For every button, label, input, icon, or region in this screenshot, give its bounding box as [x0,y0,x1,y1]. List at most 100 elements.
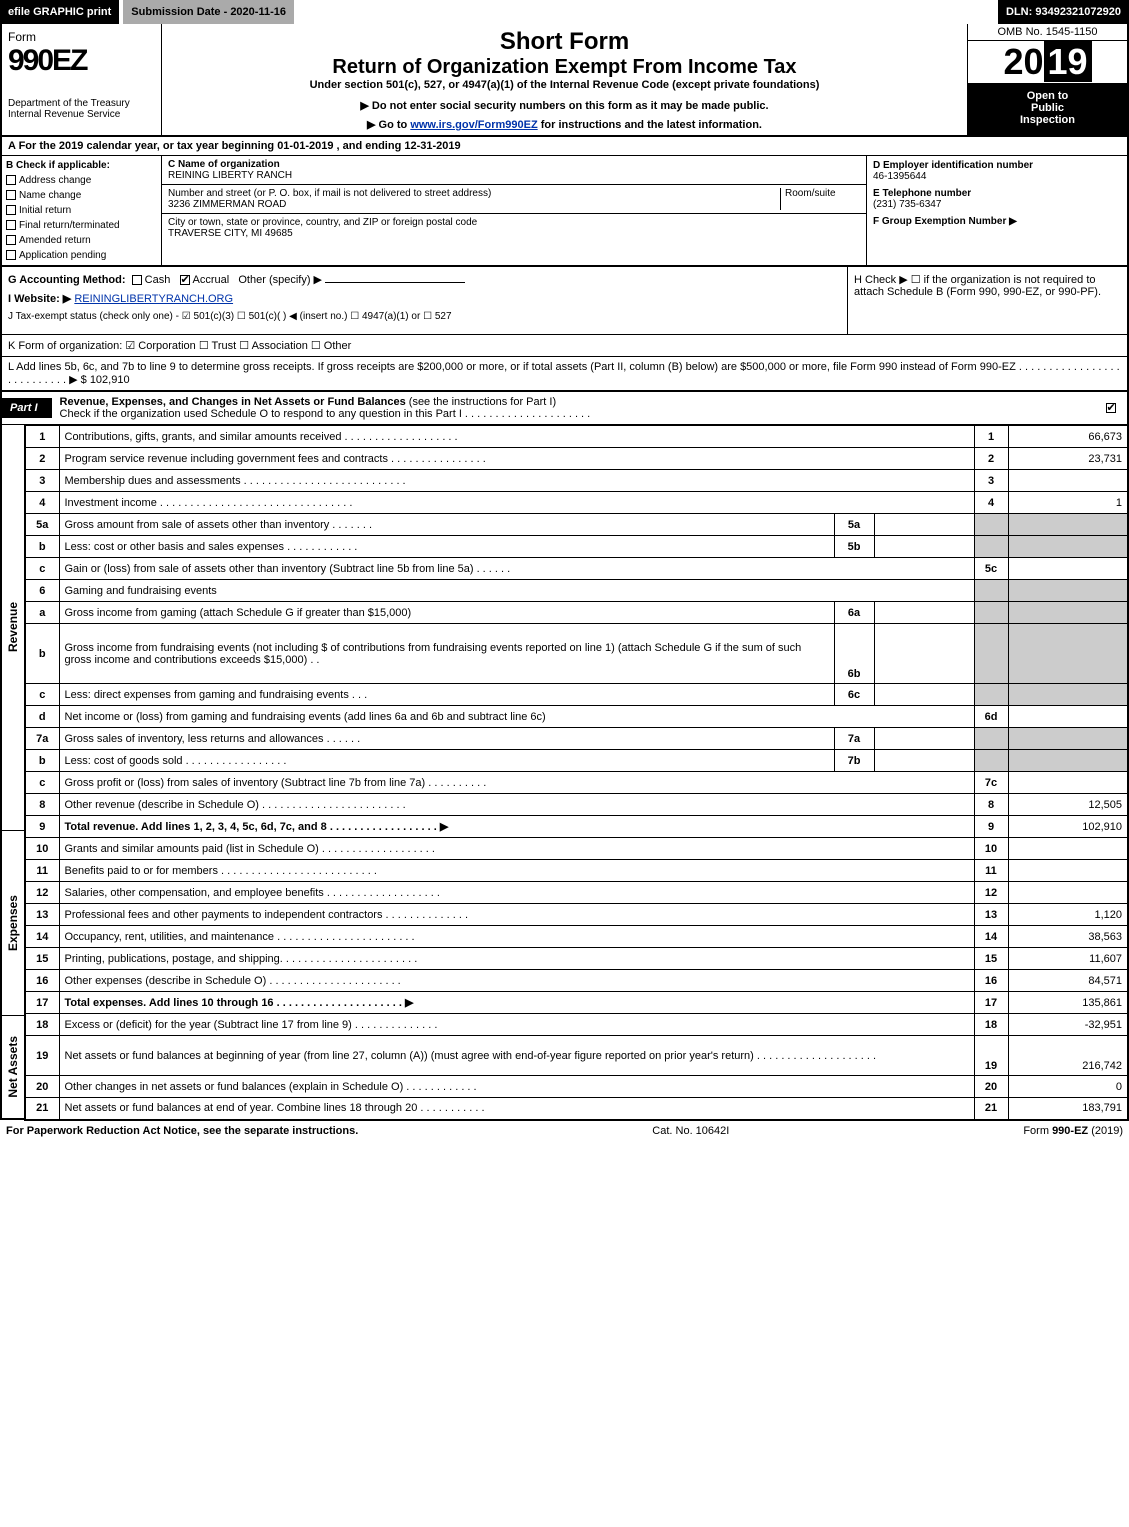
dept-text: Department of the Treasury [8,98,155,109]
inspect-1: Open to [972,90,1123,102]
return-title: Return of Organization Exempt From Incom… [170,56,959,79]
c-label: C Name of organization [168,159,280,170]
opt-name-change[interactable]: Name change [6,190,157,201]
city-label: City or town, state or province, country… [168,217,477,228]
inspect-2: Public [972,102,1123,114]
section-g: G Accounting Method: Cash Accrual Other … [8,273,841,286]
submission-date: Submission Date - 2020-11-16 [123,0,294,24]
side-revenue: Revenue [6,602,20,652]
table-row: 10Grants and similar amounts paid (list … [25,838,1128,860]
part1-table: 1Contributions, gifts, grants, and simil… [24,425,1129,1121]
table-row: bGross income from fundraising events (n… [25,624,1128,684]
opt-address-change[interactable]: Address change [6,175,157,186]
opt-final-return[interactable]: Final return/terminated [6,220,157,231]
ghij-block: G Accounting Method: Cash Accrual Other … [0,267,1129,335]
table-row: 19Net assets or fund balances at beginni… [25,1036,1128,1076]
irs-text: Internal Revenue Service [8,109,155,120]
section-b-header: B Check if applicable: [6,160,157,171]
table-row: 13Professional fees and other payments t… [25,904,1128,926]
opt-initial-return[interactable]: Initial return [6,205,157,216]
table-row: 20Other changes in net assets or fund ba… [25,1076,1128,1098]
irs-link[interactable]: www.irs.gov/Form990EZ [410,119,537,131]
year-20: 20 [1003,41,1043,82]
table-row: dNet income or (loss) from gaming and fu… [25,706,1128,728]
room-suite: Room/suite [780,188,860,210]
table-row: 12Salaries, other compensation, and empl… [25,882,1128,904]
website-link[interactable]: REININGLIBERTYRANCH.ORG [74,293,233,305]
table-row: cGross profit or (loss) from sales of in… [25,772,1128,794]
section-b: B Check if applicable: Address change Na… [2,156,162,265]
cat-no: Cat. No. 10642I [652,1125,729,1137]
header-left: Form 990EZ Department of the Treasury In… [2,24,162,135]
phone-value: (231) 735-6347 [873,199,941,210]
part1-title: Revenue, Expenses, and Changes in Net As… [52,392,1097,424]
section-k: K Form of organization: ☑ Corporation ☐ … [2,335,1127,357]
table-row: 15Printing, publications, postage, and s… [25,948,1128,970]
form-ref: Form 990-EZ (2019) [1023,1125,1123,1137]
table-row: 6Gaming and fundraising events [25,580,1128,602]
table-row: 9Total revenue. Add lines 1, 2, 3, 4, 5c… [25,816,1128,838]
section-c: C Name of organization REINING LIBERTY R… [162,156,867,265]
section-j: J Tax-exempt status (check only one) - ☑… [8,311,841,322]
opt-app-pending[interactable]: Application pending [6,250,157,261]
org-name: REINING LIBERTY RANCH [168,170,292,181]
inspect-3: Inspection [972,114,1123,126]
go-to-link-line: ▶ Go to www.irs.gov/Form990EZ for instru… [170,118,959,131]
entity-block: B Check if applicable: Address change Na… [0,156,1129,267]
table-row: 8Other revenue (describe in Schedule O) … [25,794,1128,816]
ssn-warning: ▶ Do not enter social security numbers o… [170,99,959,112]
table-row: aGross income from gaming (attach Schedu… [25,602,1128,624]
open-to-public: Open to Public Inspection [968,84,1127,135]
table-row: cLess: direct expenses from gaming and f… [25,684,1128,706]
f-label: F Group Exemption Number ▶ [873,216,1017,227]
table-row: cGain or (loss) from sale of assets othe… [25,558,1128,580]
under-section: Under section 501(c), 527, or 4947(a)(1)… [170,79,959,91]
tax-year-line: A For the 2019 calendar year, or tax yea… [0,137,1129,156]
toolbar-spacer [298,0,998,24]
table-row: bLess: cost of goods sold . . . . . . . … [25,750,1128,772]
d-label: D Employer identification number [873,160,1033,171]
table-row: 14Occupancy, rent, utilities, and mainte… [25,926,1128,948]
omb-number: OMB No. 1545-1150 [968,24,1127,41]
form-header: Form 990EZ Department of the Treasury In… [0,24,1129,137]
form-number: 990EZ [8,44,155,78]
part1-body: Revenue Expenses Net Assets 1Contributio… [0,425,1129,1121]
side-expenses: Expenses [6,895,20,951]
table-row: 11Benefits paid to or for members . . . … [25,860,1128,882]
table-row: 18Excess or (deficit) for the year (Subt… [25,1014,1128,1036]
table-row: 4Investment income . . . . . . . . . . .… [25,492,1128,514]
table-row: 17Total expenses. Add lines 10 through 1… [25,992,1128,1014]
efile-print-button[interactable]: efile GRAPHIC print [0,0,119,24]
page-footer: For Paperwork Reduction Act Notice, see … [0,1121,1129,1141]
form-label: Form [8,30,155,44]
part1-sub: Check if the organization used Schedule … [60,408,591,420]
section-l: L Add lines 5b, 6c, and 7b to line 9 to … [2,357,1127,390]
table-row: 1Contributions, gifts, grants, and simil… [25,426,1128,448]
part1-tab: Part I [2,398,52,418]
addr-label: Number and street (or P. O. box, if mail… [168,188,491,199]
table-row: 16Other expenses (describe in Schedule O… [25,970,1128,992]
side-labels: Revenue Expenses Net Assets [0,425,24,1121]
org-city: TRAVERSE CITY, MI 49685 [168,228,293,239]
short-form-title: Short Form [170,28,959,56]
e-label: E Telephone number [873,188,971,199]
header-right: OMB No. 1545-1150 2019 Open to Public In… [967,24,1127,135]
kl-block: K Form of organization: ☑ Corporation ☐ … [0,335,1129,392]
part1-check[interactable] [1097,402,1127,414]
table-row: 3Membership dues and assessments . . . .… [25,470,1128,492]
table-row: 21Net assets or fund balances at end of … [25,1098,1128,1120]
year-19: 19 [1044,41,1092,82]
section-def: D Employer identification number46-13956… [867,156,1127,265]
section-i: I Website: ▶ REININGLIBERTYRANCH.ORG [8,292,841,305]
dln-value: DLN: 93492321072920 [998,0,1129,24]
table-row: 2Program service revenue including gover… [25,448,1128,470]
header-center: Short Form Return of Organization Exempt… [162,24,967,135]
org-address: 3236 ZIMMERMAN ROAD [168,199,286,210]
table-row: 5aGross amount from sale of assets other… [25,514,1128,536]
table-row: 7aGross sales of inventory, less returns… [25,728,1128,750]
side-netassets: Net Assets [6,1036,20,1098]
top-toolbar: efile GRAPHIC print Submission Date - 20… [0,0,1129,24]
paperwork-notice: For Paperwork Reduction Act Notice, see … [6,1125,358,1137]
opt-amended[interactable]: Amended return [6,235,157,246]
section-h: H Check ▶ ☐ if the organization is not r… [847,267,1127,334]
